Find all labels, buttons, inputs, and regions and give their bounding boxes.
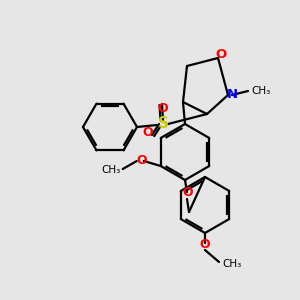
Text: O: O [158,103,168,116]
Text: O: O [200,238,210,250]
Text: O: O [143,125,153,139]
Text: S: S [158,116,169,131]
Text: CH₃: CH₃ [222,259,241,269]
Text: N: N [226,88,238,101]
Text: O: O [215,49,226,62]
Text: O: O [136,154,147,166]
Text: CH₃: CH₃ [251,86,270,96]
Text: O: O [183,187,193,200]
Text: CH₃: CH₃ [101,165,121,175]
